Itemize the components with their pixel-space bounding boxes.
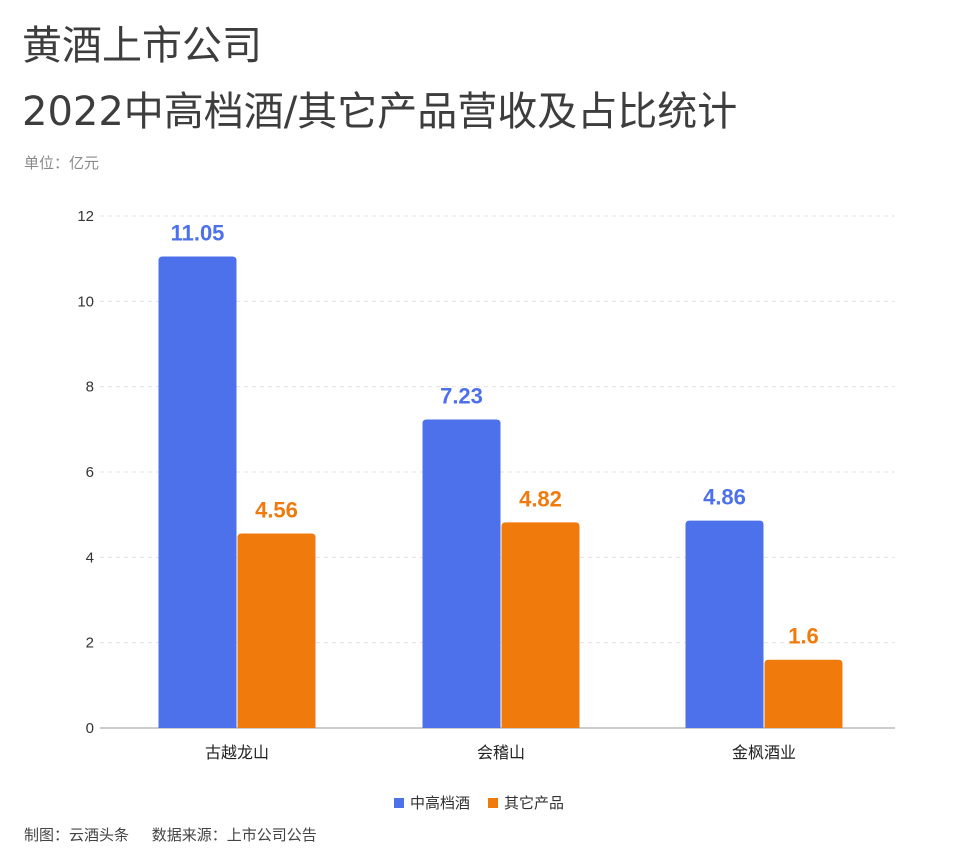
bar-series1[interactable] bbox=[158, 256, 237, 728]
bar-series1[interactable] bbox=[685, 520, 764, 728]
legend-item-series1[interactable]: 中高档酒 bbox=[393, 792, 470, 813]
y-tick-label: 2 bbox=[86, 635, 94, 652]
data-source-text: 数据来源：上市公司公告 bbox=[151, 826, 317, 844]
legend-label-series2: 其它产品 bbox=[504, 794, 565, 812]
legend-swatch-series2 bbox=[488, 797, 498, 808]
y-tick-label: 4 bbox=[86, 549, 94, 566]
y-tick-label: 8 bbox=[86, 379, 94, 396]
data-label: 4.82 bbox=[519, 486, 562, 511]
unit-label: 单位：亿元 bbox=[24, 154, 100, 172]
y-tick-label: 12 bbox=[77, 208, 94, 225]
made-by-text: 制图：云酒头条 bbox=[24, 826, 130, 844]
x-tick-label: 金枫酒业 bbox=[732, 743, 796, 762]
chart-title-line2: 2022中高档酒/其它产品营收及占比统计 bbox=[22, 89, 738, 135]
labels-layer: 11.05 4.56 古越龙山 7.23 4.82 会稽山 4.86 1.6 金枫酒业 bbox=[171, 221, 819, 762]
data-label: 7.23 bbox=[440, 384, 483, 409]
data-label: 4.86 bbox=[703, 485, 746, 510]
y-tick-label: 0 bbox=[86, 720, 94, 737]
bar-series1[interactable] bbox=[422, 419, 501, 728]
y-tick-label: 6 bbox=[86, 464, 94, 481]
legend-item-series2[interactable]: 其它产品 bbox=[488, 792, 564, 813]
x-tick-label: 会稽山 bbox=[477, 743, 525, 762]
x-tick-label: 古越龙山 bbox=[205, 743, 269, 762]
bar-series2[interactable] bbox=[501, 522, 580, 728]
chart-title-line1: 黄酒上市公司 bbox=[22, 23, 262, 69]
bar-series2[interactable] bbox=[764, 659, 843, 728]
bars-layer bbox=[158, 256, 843, 728]
data-label: 4.56 bbox=[255, 497, 298, 522]
legend-label-series1: 中高档酒 bbox=[409, 794, 470, 812]
legend: 中高档酒 其它产品 bbox=[0, 792, 958, 813]
data-label: 1.6 bbox=[788, 624, 819, 649]
y-tick-label: 10 bbox=[77, 293, 94, 310]
legend-swatch-series1 bbox=[393, 797, 404, 808]
data-label: 11.05 bbox=[171, 221, 225, 246]
source-note: 制图：云酒头条 数据来源：上市公司公告 bbox=[24, 824, 317, 845]
bar-series2[interactable] bbox=[237, 533, 316, 728]
